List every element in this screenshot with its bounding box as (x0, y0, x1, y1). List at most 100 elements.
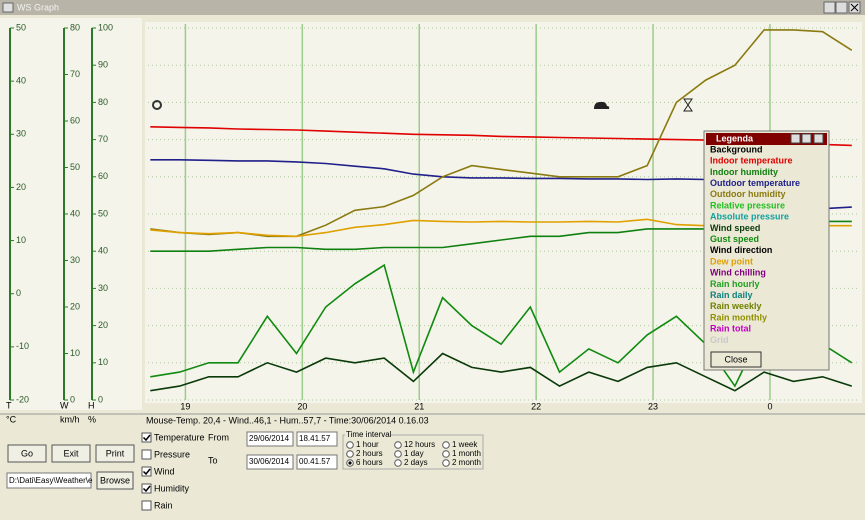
path-input[interactable] (6, 472, 92, 489)
checkbox-label: Wind (154, 466, 175, 476)
x-tick-label: 22 (531, 401, 541, 411)
legend-entry: Outdoor temperature (710, 178, 800, 188)
checkbox[interactable] (141, 449, 152, 460)
axis-tick-label: 60 (98, 171, 108, 181)
status-text: Mouse-Temp. 20,4 - Wind..46,1 - Hum..57,… (146, 415, 429, 425)
button[interactable] (7, 444, 47, 463)
legend-maximize[interactable] (801, 133, 812, 144)
interval-title-bg (345, 430, 391, 440)
radio[interactable] (394, 441, 402, 449)
series-line (150, 29, 853, 238)
legend-frame (703, 130, 830, 371)
legend-entry: Indoor humidity (710, 167, 778, 177)
axis-tick-label: 70 (98, 134, 108, 144)
axis-tick-label: 10 (16, 235, 26, 245)
legend-entry: Relative pressure (710, 200, 785, 210)
axis-label: W (60, 400, 69, 410)
date-input[interactable] (246, 454, 294, 470)
checkbox[interactable] (141, 466, 152, 477)
radio[interactable] (442, 459, 450, 467)
button-label: Exit (63, 448, 79, 458)
button[interactable] (51, 444, 91, 463)
legend-entry: Wind direction (710, 245, 772, 255)
axes-background (0, 18, 142, 410)
axis-label: H (88, 400, 95, 410)
axis-tick-label: 40 (98, 246, 108, 256)
legend-close-button[interactable] (710, 351, 762, 368)
checkbox[interactable] (141, 483, 152, 494)
legend-entry: Background (710, 144, 763, 154)
radio-label: 2 month (452, 458, 481, 467)
x-tick-label: 19 (180, 401, 190, 411)
radio-label: 2 hours (356, 449, 383, 458)
button[interactable] (96, 471, 134, 490)
legend-entry: Absolute pressure (710, 212, 789, 222)
radio[interactable] (442, 441, 450, 449)
legend-entry: Gust speed (710, 234, 759, 244)
x-tick-label: 0 (767, 401, 772, 411)
axis-label: T (6, 400, 12, 410)
x-tick-label: 20 (297, 401, 307, 411)
axis-tick-label: 50 (70, 162, 80, 172)
radio[interactable] (394, 459, 402, 467)
maximize-button[interactable] (835, 1, 848, 14)
plot: -20 -10 0 10 20 30 40 50 T °C 0 10 20 30 40 50 60 70 80 Wkm… (6, 22, 860, 425)
legend-entry: Rain monthly (710, 312, 767, 322)
time-value: 00.41.57 (299, 457, 331, 466)
checkmark (142, 485, 151, 493)
title-bar (0, 0, 865, 15)
checkbox-label: Temperature (154, 432, 205, 442)
time-input[interactable] (296, 431, 338, 447)
legend-minimize[interactable] (790, 133, 801, 144)
axis-tick-label: 20 (70, 301, 80, 311)
button-label: Print (106, 448, 125, 458)
legend-entry: Outdoor humidity (710, 189, 786, 199)
radio[interactable] (346, 450, 354, 458)
radio[interactable] (394, 450, 402, 458)
axis-tick-label: 0 (16, 288, 21, 298)
date-input[interactable] (246, 431, 294, 447)
radio-label: 2 days (404, 458, 428, 467)
legend-entry: Rain weekly (710, 301, 762, 311)
radio-label: 12 hours (404, 440, 435, 449)
axis-tick-label: 70 (70, 69, 80, 79)
radio-label: 6 hours (356, 458, 383, 467)
axis-unit: km/h (60, 414, 80, 424)
radio-label: 1 week (452, 440, 478, 449)
legend-window: Legenda Background Indoor temperatureIndo… (703, 130, 830, 371)
axis-tick-label: 10 (98, 357, 108, 367)
radio-label: 1 month (452, 449, 481, 458)
checkmark (142, 468, 151, 476)
checkbox[interactable] (141, 432, 152, 443)
button[interactable] (95, 444, 135, 463)
legend-close-label: Close (724, 354, 747, 364)
legend-entry: Wind speed (710, 223, 760, 233)
range-label: To (208, 455, 218, 465)
checkbox-label: Rain (154, 500, 173, 510)
legend-title: Legenda (716, 133, 754, 143)
path-value: D:\Dati\Easy\Weather\e (9, 476, 93, 485)
axis-tick-label: 20 (98, 320, 108, 330)
time-input[interactable] (296, 454, 338, 470)
checkbox[interactable] (141, 500, 152, 511)
axis-tick-label: 50 (16, 22, 26, 32)
legend-entry: Rain total (710, 324, 751, 334)
axis-tick-label: 60 (70, 115, 80, 125)
axis-tick-label: 80 (98, 97, 108, 107)
legend-entry: Dew point (710, 256, 753, 266)
x-tick-label: 21 (414, 401, 424, 411)
series-line (150, 263, 853, 388)
hourglass-icon (683, 98, 693, 112)
legend-close-x[interactable] (813, 133, 824, 144)
axis-unit: °C (6, 414, 17, 424)
radio[interactable] (346, 441, 354, 449)
axis-tick-label: -10 (16, 341, 29, 351)
radio[interactable] (442, 450, 450, 458)
checkmark (142, 434, 151, 442)
axis-tick-label: 40 (16, 76, 26, 86)
date-value: 29/06/2014 (249, 434, 290, 443)
minimize-button[interactable] (823, 1, 836, 14)
sun-icon (152, 100, 162, 110)
axis-tick-label: 20 (16, 182, 26, 192)
legend-entry: Indoor temperature (710, 156, 793, 166)
